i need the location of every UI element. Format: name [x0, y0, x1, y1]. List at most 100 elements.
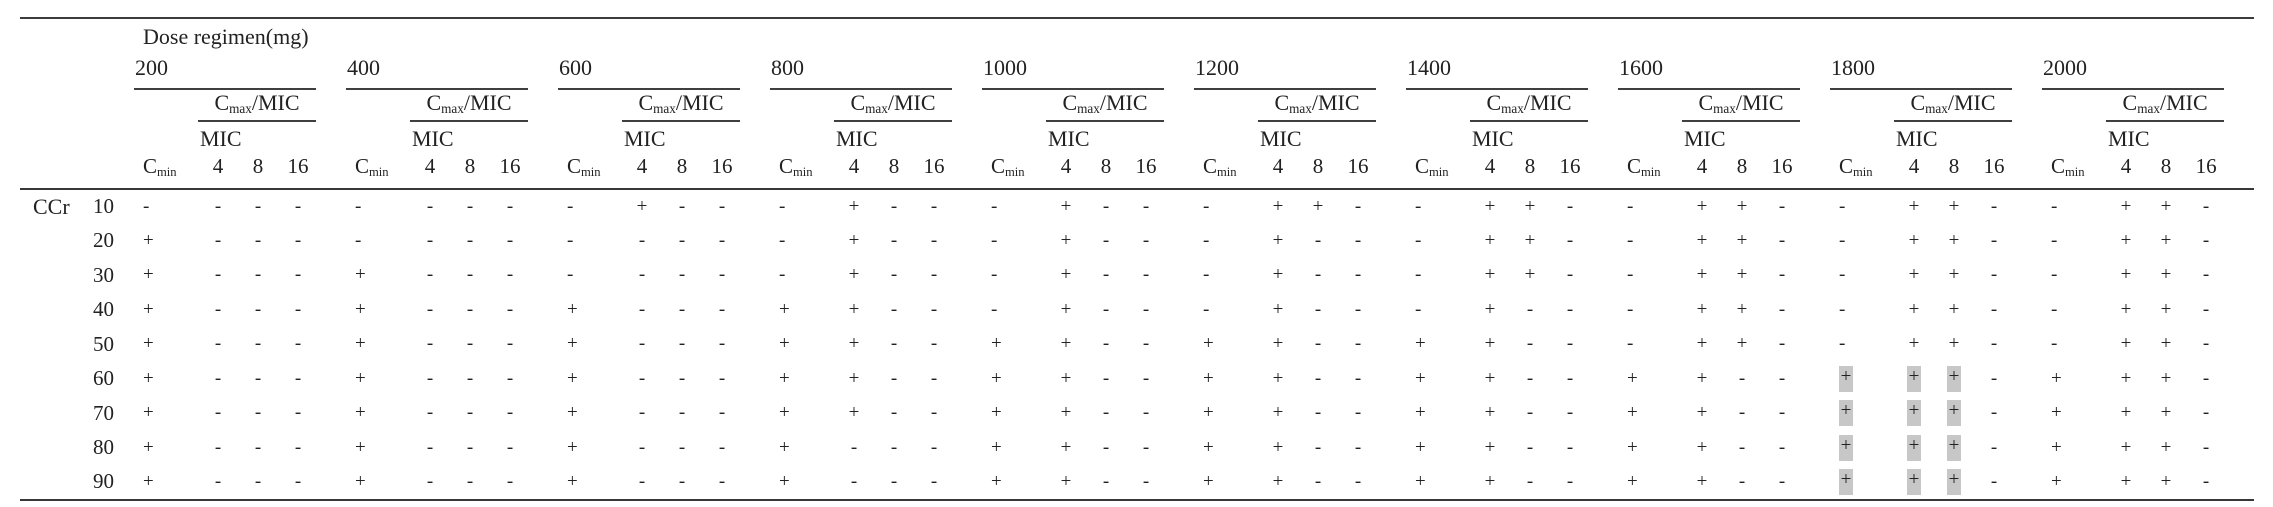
result-symbol: -	[1839, 333, 1846, 355]
cmax-mic-label-suffix: /MIC	[463, 90, 512, 115]
result-cell: +	[834, 224, 874, 259]
result-symbol: -	[426, 195, 434, 217]
result-cell: +	[1470, 224, 1510, 259]
result-symbol: +	[2160, 229, 2172, 251]
table-row: 70 + - - - + - - - + - - - + + - - + + - - + + - - + + - - + + - - + + + - + +…	[20, 396, 2254, 431]
cmin-spacer	[1618, 122, 1682, 153]
result-cell: +	[2106, 293, 2146, 328]
result-cell: +	[1258, 327, 1298, 362]
result-symbol: -	[426, 367, 434, 389]
mic-value-text: 16	[499, 154, 521, 178]
result-symbol: -	[1778, 229, 1786, 251]
result-symbol: +	[1272, 402, 1284, 424]
result-symbol: -	[1566, 264, 1574, 286]
mic-header-text: MIC	[624, 126, 666, 151]
result-cell: +	[1722, 258, 1762, 293]
cmax-mic-label-base: C	[1910, 90, 1926, 115]
cmin-label-base: C	[567, 154, 582, 178]
dose-label: 600	[559, 55, 592, 80]
result-symbol: -	[1142, 436, 1150, 458]
result-symbol: -	[1627, 298, 1634, 320]
result-cell: -	[278, 189, 346, 224]
cmax-mic-label-subscript: max	[1289, 100, 1312, 116]
cmin-label-subscript: min	[1005, 164, 1025, 179]
result-symbol: -	[426, 229, 434, 251]
mic-value-text: 8	[1736, 154, 1748, 178]
result-cell: -	[1298, 327, 1338, 362]
result-cell: -	[1550, 431, 1618, 466]
cmax-mic-label: Cmax/MIC	[638, 90, 723, 115]
cmin-header: Cmin	[982, 153, 1046, 190]
result-symbol: +	[2160, 436, 2172, 458]
result-cell: +	[1682, 362, 1722, 397]
result-symbol: -	[638, 264, 646, 286]
dose-label: 200	[135, 55, 168, 80]
result-cell: -	[346, 189, 410, 224]
result-symbol: +	[2120, 298, 2132, 320]
result-cell: -	[702, 362, 770, 397]
cmax-mic-label: Cmax/MIC	[1274, 90, 1359, 115]
result-cell: -	[450, 258, 490, 293]
result-cell: +	[134, 465, 198, 501]
result-cell: +	[1682, 327, 1722, 362]
result-cell: +	[1682, 189, 1722, 224]
result-cell: -	[662, 362, 702, 397]
table-row: 90 + - - - + - - - + - - - + - - - + + - - + + - - + + - - + + - - + + + - + +…	[20, 465, 2255, 501]
mic-value-header: 8	[1722, 153, 1762, 190]
table-body: Dose regimen(mg) 200 400 600 800 1000 1200 1400…	[20, 17, 2255, 501]
result-symbol: -	[2202, 367, 2210, 389]
result-symbol: +	[1627, 402, 1638, 424]
result-cell: -	[1126, 327, 1194, 362]
result-cell: -	[1550, 293, 1618, 328]
result-cell: +	[1894, 189, 1934, 224]
result-cell: -	[1298, 465, 1338, 501]
result-symbol: +	[991, 436, 1002, 458]
result-cell: +	[1722, 293, 1762, 328]
mic-value-text: 16	[287, 154, 309, 178]
result-symbol: -	[214, 333, 222, 355]
row-spacer	[20, 90, 134, 122]
result-cell: -	[1298, 362, 1338, 397]
result-cell: +	[834, 189, 874, 224]
result-symbol: -	[779, 195, 786, 217]
result-symbol: +	[355, 470, 366, 492]
mic-cell: MIC	[198, 122, 346, 153]
cmax-mic-label-suffix: /MIC	[1099, 90, 1148, 115]
result-symbol: -	[355, 229, 362, 251]
mic-cell: MIC	[2106, 122, 2254, 153]
result-symbol: -	[890, 402, 898, 424]
ccr-row-label: 50	[82, 327, 134, 362]
result-cell: -	[874, 293, 914, 328]
cmax-mic-label: Cmax/MIC	[2123, 90, 2208, 115]
result-cell: -	[1406, 258, 1470, 293]
result-symbol: -	[1142, 333, 1150, 355]
result-cell: -	[874, 258, 914, 293]
result-cell: +	[1046, 396, 1086, 431]
cmin-header: Cmin	[770, 153, 834, 190]
result-cell: -	[1618, 293, 1682, 328]
result-symbol: -	[2202, 229, 2210, 251]
result-cell: -	[914, 224, 982, 259]
result-cell: +	[2106, 327, 2146, 362]
cmin-header: Cmin	[1618, 153, 1682, 190]
mic-row: MIC MIC MIC MIC MIC MIC MIC MIC MIC MIC	[20, 122, 2254, 153]
result-cell: -	[1830, 327, 1894, 362]
result-cell: -	[622, 293, 662, 328]
result-cell: -	[410, 396, 450, 431]
dose-group-header: 1000	[982, 53, 1164, 90]
cmax-mic-label-base: C	[1274, 90, 1290, 115]
result-symbol: -	[426, 298, 434, 320]
mic-value-header: 4	[2106, 153, 2146, 190]
ccr-row-label: 30	[82, 258, 134, 293]
cmax-mic-label: Cmax/MIC	[214, 90, 299, 115]
ccr-axis-label	[20, 224, 82, 259]
result-cell: -	[1338, 465, 1406, 501]
cmax-mic-label-base: C	[1062, 90, 1078, 115]
cmax-mic-label-suffix: /MIC	[1311, 90, 1360, 115]
cmin-label: Cmin	[567, 154, 601, 178]
result-symbol: -	[1738, 402, 1746, 424]
cmax-mic-label-base: C	[426, 90, 442, 115]
result-symbol: +	[1627, 367, 1638, 389]
cmax-cell: Cmax/MIC	[834, 90, 982, 122]
result-cell: +	[1934, 327, 1974, 362]
